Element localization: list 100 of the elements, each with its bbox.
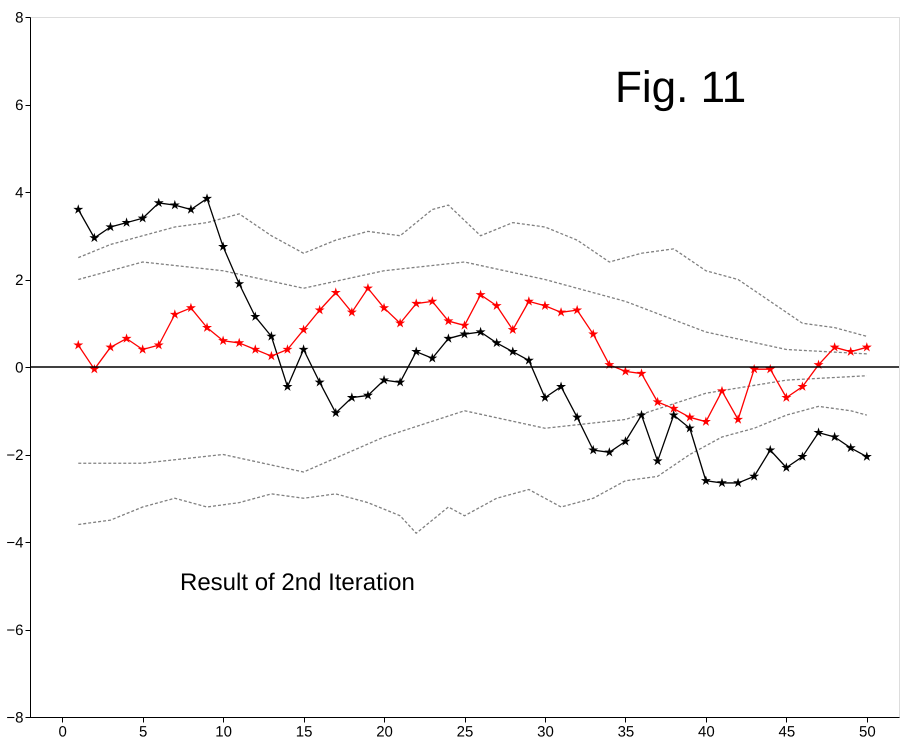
point	[250, 344, 260, 354]
point	[202, 193, 212, 203]
point	[652, 396, 663, 406]
point	[314, 377, 325, 387]
point	[395, 318, 406, 328]
point	[234, 338, 244, 348]
point	[604, 447, 614, 457]
point	[508, 324, 518, 334]
y-tick-label: 0	[15, 360, 24, 376]
point	[266, 331, 276, 341]
point	[572, 304, 582, 314]
point	[636, 410, 646, 420]
point	[508, 346, 518, 356]
point	[427, 353, 438, 362]
point	[460, 328, 470, 338]
x-tick-label: 40	[698, 724, 715, 740]
point	[684, 423, 695, 432]
y-tick-label: 4	[15, 184, 24, 202]
point	[830, 342, 840, 352]
point	[443, 316, 454, 326]
point	[330, 287, 341, 297]
point	[862, 342, 872, 352]
point	[540, 392, 550, 402]
point	[170, 309, 180, 319]
point	[524, 355, 534, 365]
point	[814, 427, 824, 437]
y-tick-label: 8	[15, 10, 24, 26]
point	[781, 392, 792, 402]
point	[797, 381, 808, 391]
point	[765, 444, 776, 454]
line-series	[78, 375, 868, 473]
point	[186, 302, 196, 312]
point	[556, 307, 566, 317]
point	[379, 302, 390, 312]
y-tick-label: 2	[15, 272, 24, 289]
point	[460, 320, 470, 330]
x-tick-label: 10	[215, 724, 232, 740]
point	[668, 403, 679, 413]
point	[524, 296, 534, 306]
point	[234, 278, 244, 288]
y-tick-label: −2	[6, 447, 24, 464]
point	[846, 442, 856, 452]
point	[717, 478, 727, 488]
point	[684, 412, 695, 422]
point	[540, 300, 550, 310]
point	[218, 336, 228, 345]
point	[411, 298, 422, 308]
point	[492, 300, 502, 310]
point	[733, 414, 744, 424]
y-tick-label: −4	[6, 534, 24, 552]
point	[652, 456, 663, 466]
point	[717, 386, 727, 396]
point	[89, 232, 100, 242]
point	[362, 283, 373, 292]
point	[122, 333, 132, 343]
point	[636, 368, 646, 378]
point	[202, 322, 212, 332]
point	[588, 444, 598, 454]
x-tick-label: 5	[138, 724, 148, 740]
point	[620, 436, 630, 446]
point	[443, 333, 454, 343]
point	[298, 344, 309, 354]
point	[73, 204, 84, 214]
text: Fig. 11	[615, 63, 746, 112]
point	[362, 390, 373, 400]
point	[668, 410, 679, 420]
point	[314, 304, 325, 314]
point	[492, 338, 502, 348]
x-tick-label: 50	[858, 724, 876, 740]
point	[186, 204, 196, 214]
point	[411, 346, 422, 356]
point	[427, 296, 438, 306]
point	[862, 451, 872, 461]
point	[733, 478, 744, 488]
point	[346, 307, 357, 317]
point	[73, 340, 84, 350]
point	[556, 381, 566, 391]
point	[282, 344, 292, 354]
point	[476, 290, 486, 300]
point	[700, 476, 711, 485]
point	[298, 324, 309, 334]
point	[266, 350, 276, 360]
x-tick-label: 25	[456, 724, 474, 740]
point	[797, 451, 808, 461]
x-tick-label: 0	[58, 724, 67, 740]
point	[781, 462, 792, 472]
annotation: Result of 2nd Iteration	[180, 569, 415, 596]
line-series	[78, 204, 868, 338]
line-series	[78, 261, 868, 355]
point	[749, 471, 760, 481]
point	[620, 366, 630, 376]
point	[154, 340, 164, 350]
point	[282, 381, 292, 391]
x-tick-label: 20	[376, 724, 393, 740]
point	[346, 392, 357, 402]
y-tick-label: 6	[15, 97, 24, 114]
point	[250, 311, 260, 321]
point	[138, 344, 148, 354]
point	[395, 377, 406, 387]
point	[330, 408, 341, 418]
